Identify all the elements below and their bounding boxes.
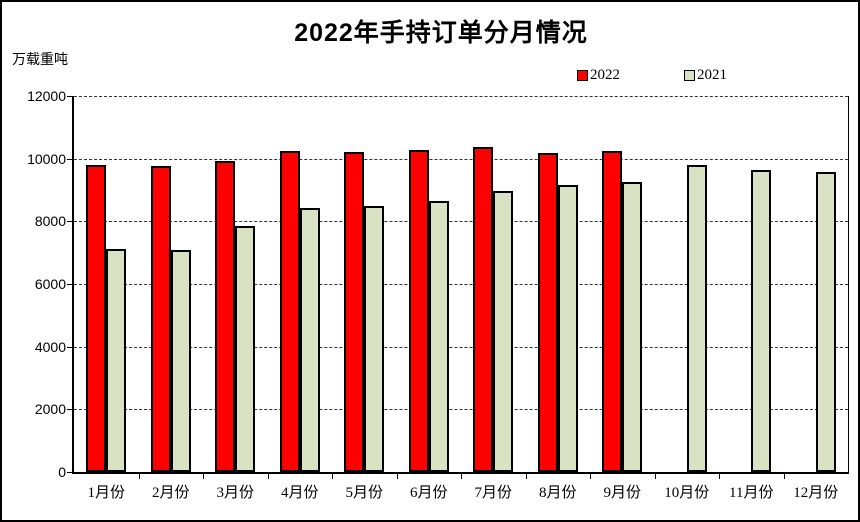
y-axis-tick-mark — [67, 284, 72, 285]
legend-item-2022: 2022 — [577, 67, 620, 84]
x-axis-tick-mark — [525, 474, 527, 479]
gridline-8000 — [74, 221, 848, 223]
bar-2021-11月份 — [751, 169, 771, 472]
y-axis-tick-mark — [67, 346, 72, 348]
y-axis-tick-mark — [67, 158, 72, 160]
bar-2021-10月份 — [686, 164, 707, 472]
plot-area — [72, 96, 849, 474]
legend-swatch-2021 — [684, 70, 695, 81]
y-axis-tick-mark — [67, 96, 72, 97]
x-axis-label-3月份: 3月份 — [216, 485, 254, 501]
bar-2021-4月份 — [299, 207, 320, 472]
x-axis-label-8月份: 8月份 — [538, 485, 577, 501]
bar-2022-2月份 — [150, 165, 171, 472]
gridline-6000 — [74, 284, 848, 285]
bar-2021-2月份 — [170, 250, 191, 472]
y-axis-tick-label: 12000 — [27, 88, 66, 104]
y-axis-tick-label: 6000 — [34, 276, 66, 292]
y-axis-tick-label: 10000 — [27, 150, 66, 167]
bar-2022-1月份 — [86, 165, 106, 472]
x-axis-label-10月份: 10月份 — [664, 485, 710, 501]
x-axis-tick-mark — [590, 474, 591, 479]
legend-swatch-2022 — [577, 70, 588, 81]
x-axis-label-6月份: 6月份 — [409, 485, 448, 501]
bar-2022-4月份 — [279, 150, 300, 472]
gridline-4000 — [74, 346, 848, 348]
y-axis-tick-mark — [67, 221, 72, 223]
y-axis-tick-label: 4000 — [34, 338, 66, 355]
chart-title: 2022年手持订单分月情况 — [294, 19, 588, 47]
bar-2022-7月份 — [473, 147, 493, 472]
gridline-2000 — [74, 409, 848, 411]
bar-2021-12月份 — [815, 171, 836, 472]
x-axis-label-7月份: 7月份 — [474, 485, 512, 501]
x-axis-label-4月份: 4月份 — [280, 485, 319, 501]
bar-2021-7月份 — [493, 191, 513, 472]
bar-2022-3月份 — [215, 160, 235, 472]
x-axis-tick-mark — [138, 474, 140, 479]
gridline-12000 — [74, 96, 848, 97]
bar-2022-9月份 — [602, 150, 622, 472]
y-axis-unit-label: 万载重吨 — [12, 53, 68, 68]
y-axis-tick-mark — [67, 409, 72, 411]
x-axis-label-11月份: 11月份 — [729, 485, 774, 501]
bar-2022-8月份 — [537, 152, 558, 472]
legend-label-2021: 2021 — [697, 67, 727, 83]
x-axis-label-9月份: 9月份 — [603, 485, 641, 501]
bar-2022-5月份 — [344, 151, 364, 472]
y-axis-tick-label: 2000 — [34, 401, 66, 418]
x-axis-label-5月份: 5月份 — [345, 485, 383, 501]
x-axis-tick-mark — [203, 474, 204, 479]
x-axis-label-12月份: 12月份 — [793, 485, 839, 501]
y-axis-tick-mark — [67, 472, 72, 473]
bar-2022-6月份 — [408, 150, 429, 472]
bar-2021-1月份 — [106, 249, 126, 472]
x-axis-tick-mark — [461, 474, 462, 479]
x-axis-label-1月份: 1月份 — [87, 485, 125, 501]
x-axis-tick-mark — [719, 474, 720, 479]
x-axis-tick-mark — [654, 474, 656, 479]
x-axis-label-2月份: 2月份 — [151, 485, 190, 501]
legend-label-2022: 2022 — [590, 67, 620, 83]
bar-2021-5月份 — [364, 205, 384, 472]
bar-2021-6月份 — [428, 200, 449, 472]
x-axis-tick-mark — [396, 474, 398, 479]
x-axis-tick-mark — [783, 474, 785, 479]
gridline-10000 — [74, 158, 848, 160]
bar-2021-8月份 — [557, 185, 578, 472]
bar-2021-3月份 — [235, 225, 255, 472]
legend-item-2021: 2021 — [684, 67, 727, 84]
x-axis-tick-mark — [332, 474, 333, 479]
y-axis-tick-label: 8000 — [34, 213, 66, 230]
y-axis-tick-label: 0 — [58, 464, 66, 480]
bar-2021-9月份 — [622, 182, 642, 472]
x-axis-tick-mark — [267, 474, 269, 479]
